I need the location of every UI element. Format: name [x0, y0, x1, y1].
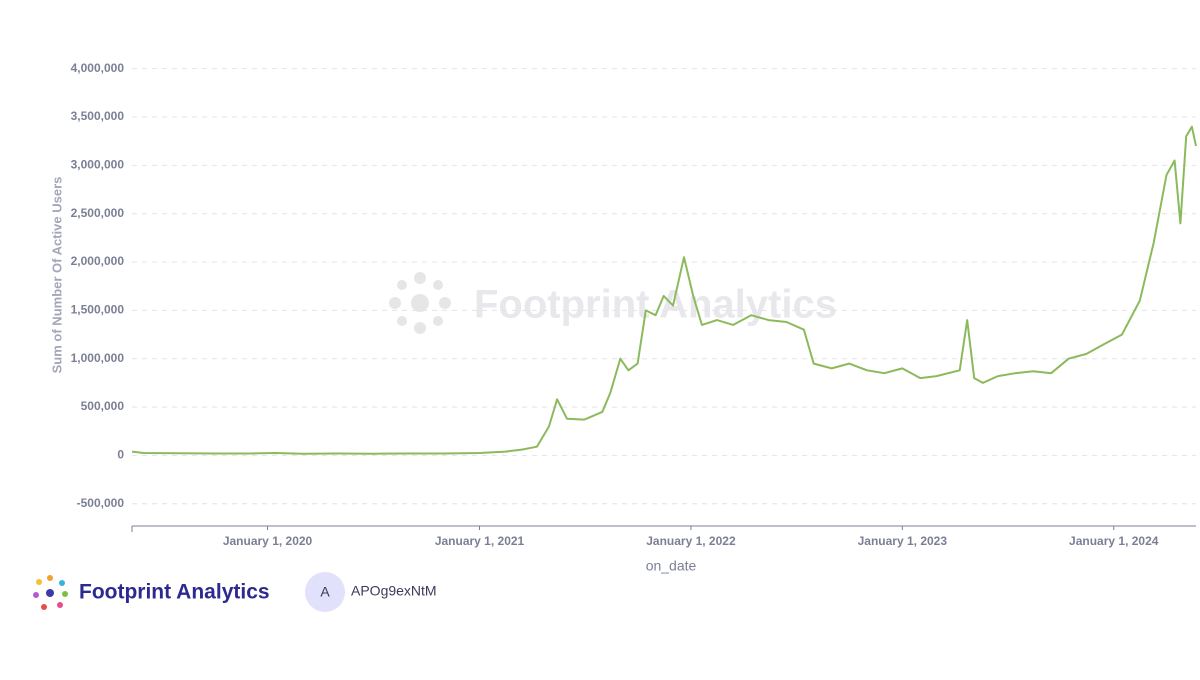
y-tick-label: 0: [117, 448, 124, 462]
y-tick-label: 3,000,000: [71, 158, 125, 172]
y-tick-label: 1,500,000: [71, 303, 125, 317]
y-tick-label: 4,000,000: [71, 61, 125, 75]
x-tick-label: January 1, 2020: [223, 534, 313, 548]
user-name[interactable]: APOg9exNtM: [351, 583, 437, 599]
x-tick-label: January 1, 2024: [1069, 534, 1159, 548]
x-tick-label: January 1, 2023: [858, 534, 948, 548]
y-tick-label: 1,000,000: [71, 351, 125, 365]
avatar-letter: A: [320, 584, 330, 600]
avatar[interactable]: [305, 572, 345, 612]
y-tick-label: 2,500,000: [71, 206, 125, 220]
x-axis-title: on_date: [646, 558, 697, 574]
y-axis-title: Sum of Number Of Active Users: [49, 177, 64, 374]
y-tick-label: 500,000: [81, 399, 125, 413]
y-tick-label: 3,500,000: [71, 109, 125, 123]
brand-logo: [33, 575, 68, 610]
x-tick-label: January 1, 2022: [646, 534, 736, 548]
line: [131, 125, 1197, 455]
y-tick-label: -500,000: [77, 496, 125, 510]
watermark: Footprint Analytics: [474, 283, 837, 327]
brand-name: Footprint Analytics: [79, 581, 270, 604]
x-tick-label: January 1, 2021: [435, 534, 525, 548]
y-tick-label: 2,000,000: [71, 254, 125, 268]
watermark-icon: [389, 272, 451, 334]
